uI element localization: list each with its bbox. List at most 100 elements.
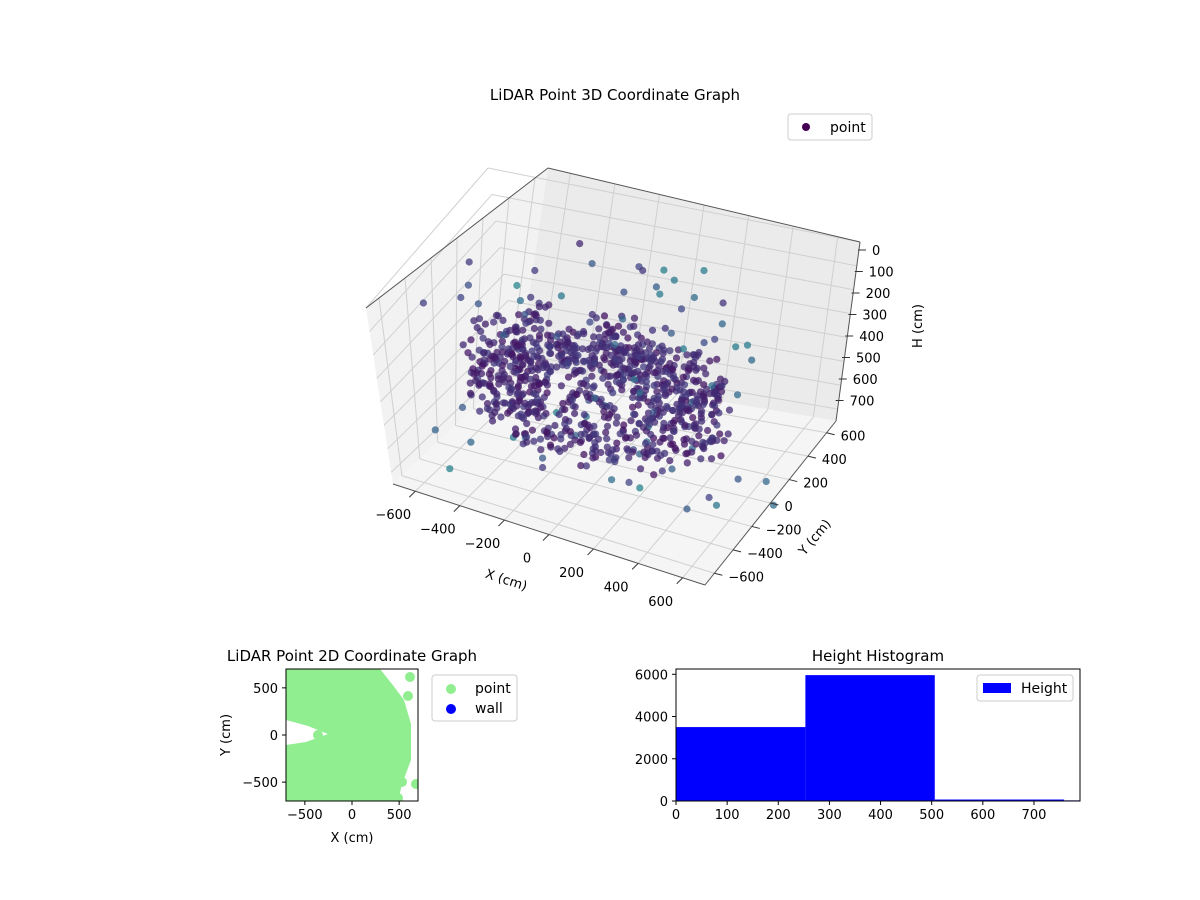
data-point-3d	[519, 361, 527, 369]
grid-3d-line	[430, 257, 439, 443]
z-ticks-3d: 0 100 200 300 400 500 600 700	[835, 244, 894, 410]
z-tick-label-3d: 300	[862, 309, 887, 324]
legend-2d-marker-point	[446, 684, 456, 694]
data-point-3d	[493, 399, 501, 407]
data-point-3d	[572, 358, 580, 366]
data-point-3d	[512, 430, 520, 438]
data-point-3d	[480, 349, 488, 357]
data-point-3d	[568, 396, 577, 404]
data-point-3d	[669, 406, 677, 415]
data-point-3d	[524, 410, 532, 418]
legend-2d-marker-wall	[446, 704, 456, 714]
data-point-3d	[646, 344, 654, 352]
data-point-3d	[652, 283, 661, 291]
data-point-3d	[481, 320, 489, 328]
data-point-3d	[679, 373, 687, 381]
data-point-3d	[680, 381, 689, 389]
data-point-3d	[581, 357, 589, 365]
data-point-3d	[683, 449, 692, 457]
data-point-3d	[692, 366, 700, 374]
data-point-3d	[605, 456, 613, 464]
data-point-3d	[543, 428, 551, 436]
data-point-3d	[660, 434, 668, 442]
data-point-3d	[493, 348, 501, 356]
z-tick-label-3d: 700	[850, 395, 875, 410]
data-point-3d	[743, 341, 752, 349]
data-point-3d	[523, 420, 531, 428]
data-point-3d	[639, 266, 647, 275]
y-tick-mark-3d	[714, 572, 723, 576]
data-point-3d	[608, 476, 616, 484]
chart-2d: LiDAR Point 2D Coordinate Graph −500 0 500…	[219, 647, 518, 846]
data-point-3d	[631, 344, 639, 352]
data-point-3d	[543, 371, 552, 379]
chart-histogram: Height Histogram 0 100 200 300 400 500 600 700 …	[635, 647, 1081, 823]
legend-3d: point	[787, 113, 873, 141]
data-point-3d	[698, 417, 706, 425]
data-point-3d	[670, 276, 678, 284]
data-point-3d	[671, 416, 679, 424]
y-tick-mark-3d	[770, 502, 779, 506]
data-point-3d	[650, 471, 658, 479]
data-point-3d	[537, 403, 545, 412]
data-point-3d	[640, 363, 648, 371]
data-point-3d	[619, 328, 628, 336]
data-point-3d	[501, 378, 509, 386]
y-tick-label-histogram: 6000	[635, 668, 668, 683]
data-point-3d	[580, 450, 588, 459]
x-tick-mark-3d	[498, 519, 505, 527]
grid-3d-line	[401, 475, 715, 574]
data-point-3d	[630, 322, 638, 330]
data-point-3d	[499, 316, 507, 324]
data-point-3d	[546, 349, 554, 357]
data-point-3d	[530, 324, 539, 333]
data-point-3d	[501, 399, 509, 407]
data-point-3d	[476, 407, 484, 415]
data-point-3d	[619, 376, 627, 384]
data-point-3d	[710, 390, 718, 398]
data-point-3d	[719, 299, 727, 307]
data-point-3d	[636, 394, 644, 402]
data-point-3d	[588, 352, 596, 360]
y-tick-label-2d: 0	[270, 729, 278, 744]
chart-3d-title: LiDAR Point 3D Coordinate Graph	[490, 86, 740, 104]
data-point-3d	[480, 379, 488, 387]
grid-3d-line	[390, 353, 517, 473]
data-point-3d	[557, 435, 565, 443]
data-point-3d	[614, 322, 623, 330]
data-point-3d	[700, 267, 708, 275]
data-point-3d	[666, 360, 674, 368]
data-point-3d	[506, 362, 514, 370]
scatter-2d-point	[313, 730, 323, 740]
data-point-3d	[579, 367, 587, 375]
data-point-3d	[537, 325, 545, 333]
data-point-3d	[706, 437, 714, 445]
grid-3d-line	[503, 273, 848, 338]
data-point-3d	[470, 317, 478, 325]
data-point-3d	[518, 373, 526, 382]
data-point-3d	[683, 505, 691, 513]
grid-3d-line	[419, 458, 734, 551]
data-point-3d	[546, 441, 555, 449]
data-point-3d	[582, 462, 591, 470]
data-point-3d	[501, 357, 509, 365]
x-tick-label-histogram: 200	[766, 808, 791, 823]
histogram-title: Height Histogram	[812, 647, 944, 665]
grid-3d-line	[812, 236, 839, 418]
data-point-3d	[705, 493, 713, 502]
y-tick-label-histogram: 2000	[635, 753, 668, 768]
histogram-bar	[676, 727, 806, 801]
data-point-3d	[474, 300, 482, 308]
data-point-3d	[658, 342, 666, 350]
data-point-3d	[590, 422, 598, 430]
grid-3d-line	[372, 220, 497, 356]
data-point-3d	[504, 409, 512, 417]
data-point-3d	[553, 332, 561, 340]
y-tick-label-3d: 400	[822, 453, 847, 468]
data-point-3d	[528, 426, 537, 434]
data-point-3d	[669, 440, 677, 448]
data-point-3d	[695, 425, 703, 433]
data-point-3d	[590, 382, 598, 390]
data-point-3d	[512, 369, 520, 377]
data-point-3d	[707, 455, 716, 463]
